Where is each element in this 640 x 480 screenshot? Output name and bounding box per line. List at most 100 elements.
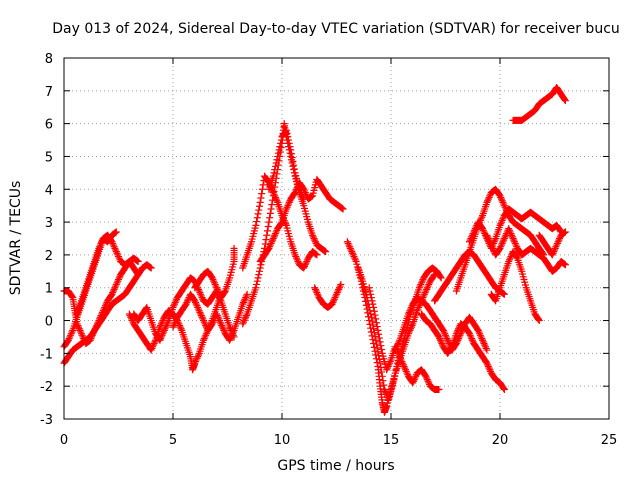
data-point [196, 308, 204, 316]
data-point [423, 284, 431, 292]
data-point [455, 325, 463, 333]
data-point [197, 312, 205, 320]
y-tick-label: 8 [45, 52, 53, 67]
data-point [391, 346, 399, 354]
data-point [439, 326, 447, 334]
data-point [199, 315, 207, 323]
data-point [330, 297, 338, 305]
data-point [160, 326, 168, 334]
data-series [265, 126, 308, 203]
data-point [482, 344, 490, 352]
data-point [171, 318, 179, 326]
data-point [273, 197, 281, 205]
data-point [202, 330, 210, 338]
data-point [500, 236, 508, 244]
data-point [425, 280, 433, 288]
data-point [265, 218, 273, 226]
data-point [239, 320, 247, 328]
data-point [469, 230, 477, 238]
data-point [65, 335, 73, 343]
data-point [367, 294, 375, 302]
data-point [403, 369, 411, 377]
data-point [499, 215, 507, 223]
data-point [255, 267, 263, 275]
data-point [420, 290, 428, 298]
data-point [193, 302, 201, 310]
data-point [373, 323, 381, 331]
data-point [256, 264, 264, 272]
data-point [484, 195, 492, 203]
data-point [378, 346, 386, 354]
data-point [92, 323, 100, 331]
data-point [200, 317, 208, 325]
data-point [505, 257, 513, 265]
data-point [86, 336, 94, 344]
data-point [505, 225, 513, 233]
data-point [230, 244, 238, 252]
data-point [500, 290, 508, 298]
data-point [471, 226, 479, 234]
data-point [483, 346, 491, 354]
data-point [163, 320, 171, 328]
data-series [483, 225, 569, 275]
data-point [301, 261, 309, 269]
data-point [255, 202, 263, 210]
data-point [209, 318, 217, 326]
data-point [212, 282, 220, 290]
data-point [271, 230, 279, 238]
data-point [95, 244, 103, 252]
data-point [270, 190, 278, 198]
data-point [535, 317, 543, 325]
data-point [369, 300, 377, 308]
data-point [376, 338, 384, 346]
data-point [471, 225, 479, 233]
data-point [336, 282, 344, 290]
data-point [272, 195, 280, 203]
data-point [227, 333, 235, 341]
data-point [365, 284, 373, 292]
data-point [242, 313, 250, 321]
data-point [76, 326, 84, 334]
data-point [508, 233, 516, 241]
data-point [276, 143, 284, 151]
data-point [284, 202, 292, 210]
data-point [468, 233, 476, 241]
data-point [98, 310, 106, 318]
data-point [508, 231, 516, 239]
data-point [505, 226, 513, 234]
data-point [242, 312, 250, 320]
data-point [196, 289, 204, 297]
data-point [78, 331, 86, 339]
data-point [217, 320, 225, 328]
data-point [292, 253, 300, 261]
data-point [172, 297, 180, 305]
data-point [406, 307, 414, 315]
data-point [194, 351, 202, 359]
data-point [535, 315, 543, 323]
data-point [283, 203, 291, 211]
data-point [239, 318, 247, 326]
x-tick-label: 25 [601, 433, 618, 448]
data-point [368, 297, 376, 305]
data-point [468, 336, 476, 344]
data-point [197, 290, 205, 298]
data-point [309, 231, 317, 239]
data-point [269, 236, 277, 244]
data-point [95, 317, 103, 325]
data-point [339, 205, 347, 213]
data-point [218, 321, 226, 329]
data-point [497, 193, 505, 201]
data-point [213, 312, 221, 320]
data-point [243, 290, 251, 298]
data-point [437, 338, 445, 346]
data-series [487, 248, 543, 325]
data-point [109, 287, 117, 295]
data-point [452, 330, 460, 338]
data-point [549, 249, 557, 257]
data-point [335, 285, 343, 293]
data-point [311, 285, 319, 293]
data-point [170, 300, 178, 308]
data-point [370, 303, 378, 311]
data-point [99, 308, 107, 316]
data-point [171, 298, 179, 306]
